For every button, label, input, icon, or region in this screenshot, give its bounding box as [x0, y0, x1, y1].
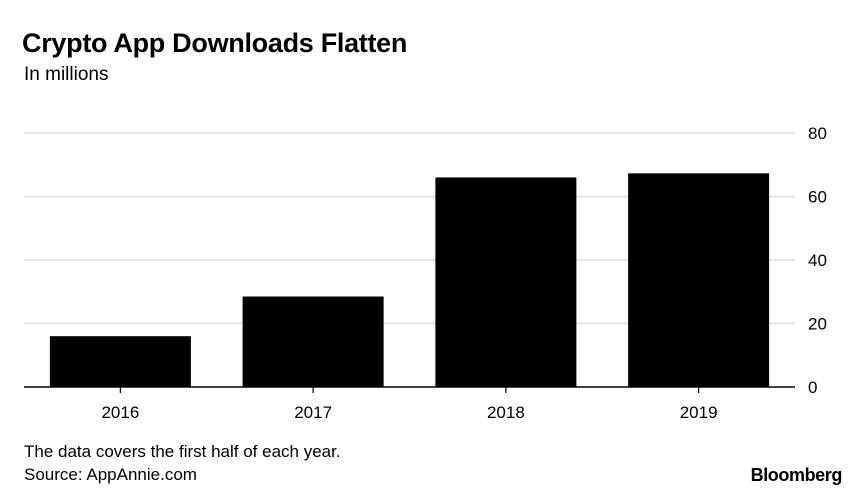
y-tick-label: 0 [808, 378, 817, 397]
y-tick-label: 40 [808, 251, 827, 270]
x-tick-label: 2017 [294, 403, 332, 422]
x-tick-label: 2018 [487, 403, 525, 422]
y-tick-label: 20 [808, 315, 827, 334]
y-tick-label: 80 [808, 124, 827, 143]
bars [49, 173, 770, 387]
x-axis [24, 386, 795, 393]
bar-2016 [49, 336, 191, 387]
source-note: Source: AppAnnie.com [24, 465, 197, 484]
chart-title: Crypto App Downloads Flatten [22, 28, 408, 58]
bloomberg-logo: Bloomberg [750, 465, 843, 485]
x-tick-label: 2019 [680, 403, 718, 422]
y-tick-labels: 0 20 40 60 80 [808, 124, 827, 397]
x-tick-label: 2016 [101, 403, 139, 422]
bar-2017 [242, 296, 384, 387]
footnote: The data covers the first half of each y… [24, 442, 341, 461]
x-tick-labels: 2016 2017 2018 2019 [101, 403, 717, 422]
bar-2018 [435, 177, 577, 387]
chart-subtitle: In millions [24, 64, 109, 85]
bar-2019 [628, 173, 770, 387]
y-tick-label: 60 [808, 188, 827, 207]
